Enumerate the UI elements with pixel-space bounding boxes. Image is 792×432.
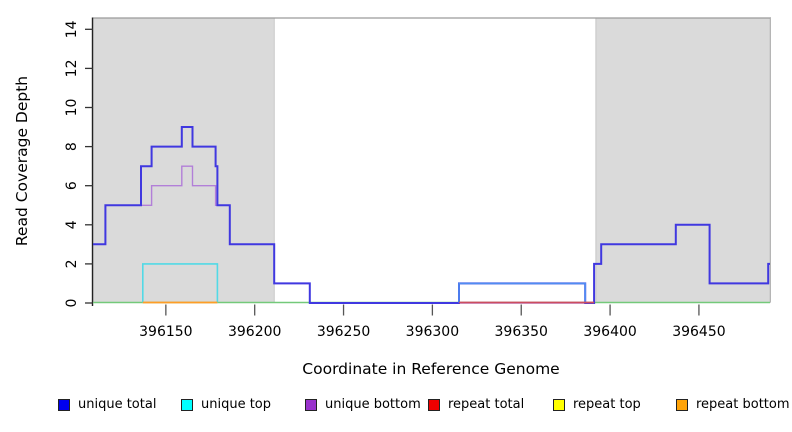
y-tick-label: 12 <box>64 59 80 77</box>
axes: 396150 396200 396250 396300 396350 396400 3964… <box>64 20 726 340</box>
x-tick-label: 396350 <box>495 324 548 340</box>
y-tick-label: 14 <box>64 20 80 38</box>
x-tick-label: 396150 <box>139 324 192 340</box>
legend-label: unique total <box>78 397 157 412</box>
y-tick-label: 8 <box>64 142 80 151</box>
y-axis-title: Read Coverage Depth <box>13 76 31 246</box>
series-unique-total <box>93 126 770 304</box>
repeat-top-swatch-icon <box>553 399 565 411</box>
plot-series <box>93 126 770 304</box>
y-tick-label: 0 <box>64 299 80 308</box>
repeat-total-swatch-icon <box>428 399 440 411</box>
repeat-bottom-swatch-icon <box>676 399 688 411</box>
legend-item-unique-total: unique total <box>58 396 156 414</box>
x-tick-label: 396300 <box>406 324 459 340</box>
unique-bottom-swatch-icon <box>305 399 317 411</box>
series-unique-top-box <box>142 263 219 303</box>
x-tick-label: 396400 <box>583 324 636 340</box>
legend: unique total unique top unique bottom re… <box>0 396 792 416</box>
legend-item-unique-bottom: unique bottom <box>305 396 421 414</box>
unique-total-swatch-icon <box>58 399 70 411</box>
y-tick-label: 2 <box>64 259 80 268</box>
unique-top-swatch-icon <box>181 399 193 411</box>
shaded-regions <box>92 17 771 303</box>
y-tick-label: 4 <box>64 220 80 229</box>
legend-item-unique-top: unique top <box>181 396 271 414</box>
x-tick-label: 396200 <box>228 324 281 340</box>
x-tick-label: 396450 <box>672 324 725 340</box>
legend-label: repeat bottom <box>696 397 790 412</box>
series-unique-top-box <box>458 282 586 303</box>
legend-label: unique top <box>201 397 272 412</box>
legend-item-repeat-total: repeat total <box>428 396 524 414</box>
shaded-region <box>92 17 275 303</box>
legend-label: repeat total <box>448 397 525 412</box>
legend-item-repeat-top: repeat top <box>553 396 641 414</box>
y-tick-label: 6 <box>64 181 80 190</box>
legend-label: unique bottom <box>325 397 421 412</box>
legend-item-repeat-bottom: repeat bottom <box>676 396 790 414</box>
x-axis-title: Coordinate in Reference Genome <box>302 360 559 378</box>
x-tick-label: 396250 <box>317 324 370 340</box>
plot-borders <box>91 17 771 306</box>
legend-label: repeat top <box>573 397 641 412</box>
shaded-region <box>595 17 771 303</box>
y-tick-label: 10 <box>64 99 80 117</box>
